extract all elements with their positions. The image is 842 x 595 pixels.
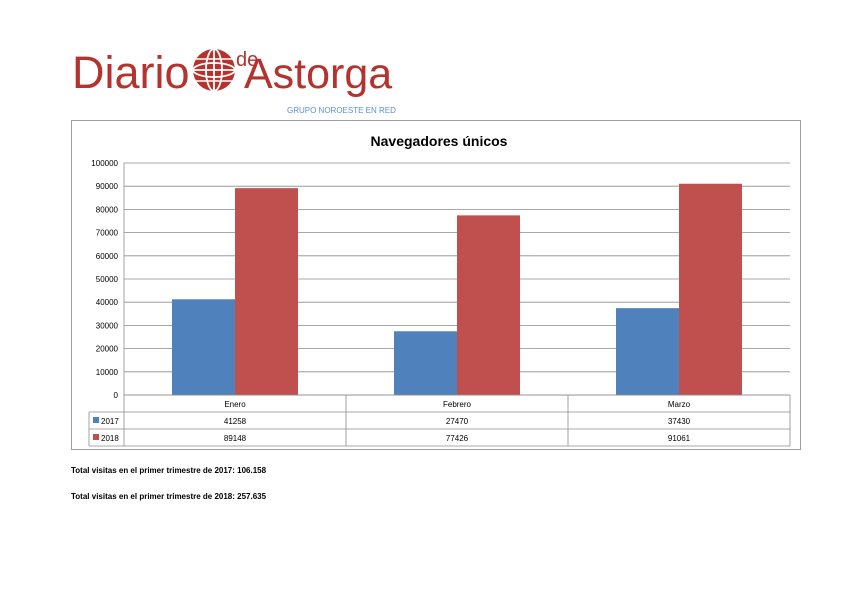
table-cell-value: 89148 (224, 434, 247, 443)
y-tick-label: 0 (114, 391, 119, 400)
y-tick-label: 70000 (96, 229, 119, 238)
y-tick-label: 30000 (96, 321, 119, 330)
logo-brand-main: Diario (72, 47, 190, 98)
x-category-label: Febrero (443, 400, 472, 409)
table-cell-value: 77426 (446, 434, 469, 443)
y-tick-label: 100000 (91, 159, 118, 168)
logo-tagline: GRUPO NOROESTE EN RED (287, 106, 396, 115)
data-table: Enero Febrero Marzo 2017 41258 27470 37430 2018… (88, 394, 791, 447)
bar-2017-febrero (394, 331, 457, 395)
y-tick-label: 20000 (96, 345, 119, 354)
bar-2018-marzo (679, 183, 742, 395)
diario-de-astorga-logo: Diario de Astorga GRUPO NOROESTE EN RED (70, 36, 430, 118)
logo-brand-de: de (236, 49, 258, 71)
bar-2017-enero (172, 299, 235, 395)
bar-2018-enero (235, 188, 298, 395)
x-category-label: Marzo (668, 400, 691, 409)
legend-label: 2018 (101, 434, 119, 443)
globe-icon (192, 48, 236, 92)
total-visits-2018: Total visitas en el primer trimestre de … (71, 492, 267, 501)
y-tick-label: 60000 (96, 252, 119, 261)
logo-brand-second: Astorga (244, 50, 392, 98)
table-cell-value: 27470 (446, 417, 469, 426)
legend-label: 2017 (101, 417, 119, 426)
table-cell-value: 41258 (224, 417, 247, 426)
bar-2018-febrero (457, 215, 520, 395)
table-cell-value: 37430 (668, 417, 691, 426)
y-tick-label: 10000 (96, 368, 119, 377)
bars (172, 183, 742, 395)
chart-title: Navegadores únicos (371, 133, 508, 149)
total-visits-2017: Total visitas en el primer trimestre de … (71, 466, 267, 475)
y-axis: 0 10000 20000 30000 40000 50000 60000 70000 8000… (91, 159, 125, 400)
bar-2017-marzo (616, 308, 679, 395)
legend-swatch-2017 (93, 417, 99, 423)
table-cell-value: 91061 (668, 434, 691, 443)
y-tick-label: 80000 (96, 205, 119, 214)
y-tick-label: 90000 (96, 182, 119, 191)
y-tick-label: 40000 (96, 298, 119, 307)
legend-swatch-2018 (93, 434, 99, 440)
bar-chart: Navegadores únicos 0 10000 20000 30000 40000… (88, 133, 791, 447)
chart-frame: Navegadores únicos 0 10000 20000 30000 40000… (71, 120, 801, 450)
y-tick-label: 50000 (96, 275, 119, 284)
x-category-label: Enero (224, 400, 246, 409)
